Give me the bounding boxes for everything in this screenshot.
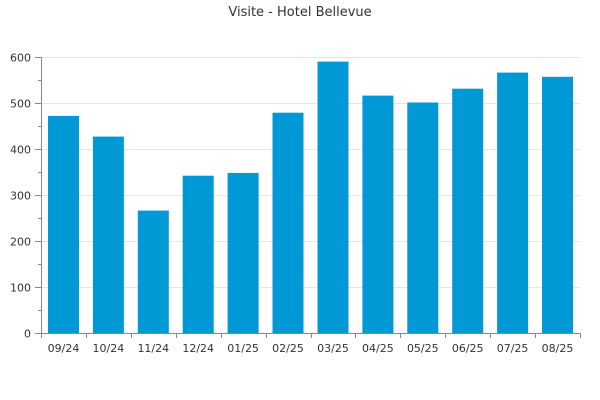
x-tick-labels: 09/24 10/24 11/24 12/24 01/25 02/25 03/25 04/25… — [48, 342, 574, 355]
x-tick-label: 08/25 — [542, 342, 574, 355]
x-tick-label: 03/25 — [317, 342, 349, 355]
x-tick-label: 04/25 — [362, 342, 394, 355]
y-tick-label: 200 — [10, 236, 31, 249]
bar-01-25 — [227, 172, 259, 333]
bar-08-25 — [542, 76, 573, 334]
chart-title: Visite - Hotel Bellevue — [228, 5, 371, 20]
x-tick-label: 06/25 — [452, 342, 484, 355]
y-tick-label: 600 — [10, 52, 31, 65]
bar-11-24 — [137, 210, 169, 333]
bar-05-25 — [407, 102, 439, 333]
x-tick-label: 07/25 — [497, 342, 529, 355]
x-tick-label: 12/24 — [182, 342, 214, 355]
x-tick-label: 05/25 — [407, 342, 439, 355]
x-tick-label: 01/25 — [227, 342, 259, 355]
x-tick-label: 02/25 — [272, 342, 304, 355]
bar-07-25 — [497, 72, 529, 333]
bars — [48, 61, 573, 334]
y-tick-label: 300 — [10, 190, 31, 203]
y-tick-label: 100 — [10, 282, 31, 295]
y-tick-label: 400 — [10, 144, 31, 157]
bar-06-25 — [452, 88, 484, 333]
x-tick-label: 11/24 — [137, 342, 169, 355]
bar-02-25 — [272, 112, 304, 333]
y-tick-label: 500 — [10, 98, 31, 111]
bar-04-25 — [362, 95, 394, 333]
x-tick-label: 09/24 — [48, 342, 80, 355]
y-tick-labels: 0 100 200 300 400 500 600 — [10, 52, 31, 341]
bar-09-24 — [48, 115, 79, 334]
bar-12-24 — [182, 175, 214, 333]
bar-10-24 — [92, 136, 124, 333]
y-tick-label: 0 — [24, 328, 31, 341]
bar-03-25 — [317, 61, 349, 333]
grid-lines — [41, 57, 580, 288]
axes — [35, 57, 581, 338]
x-tick-label: 10/24 — [93, 342, 125, 355]
